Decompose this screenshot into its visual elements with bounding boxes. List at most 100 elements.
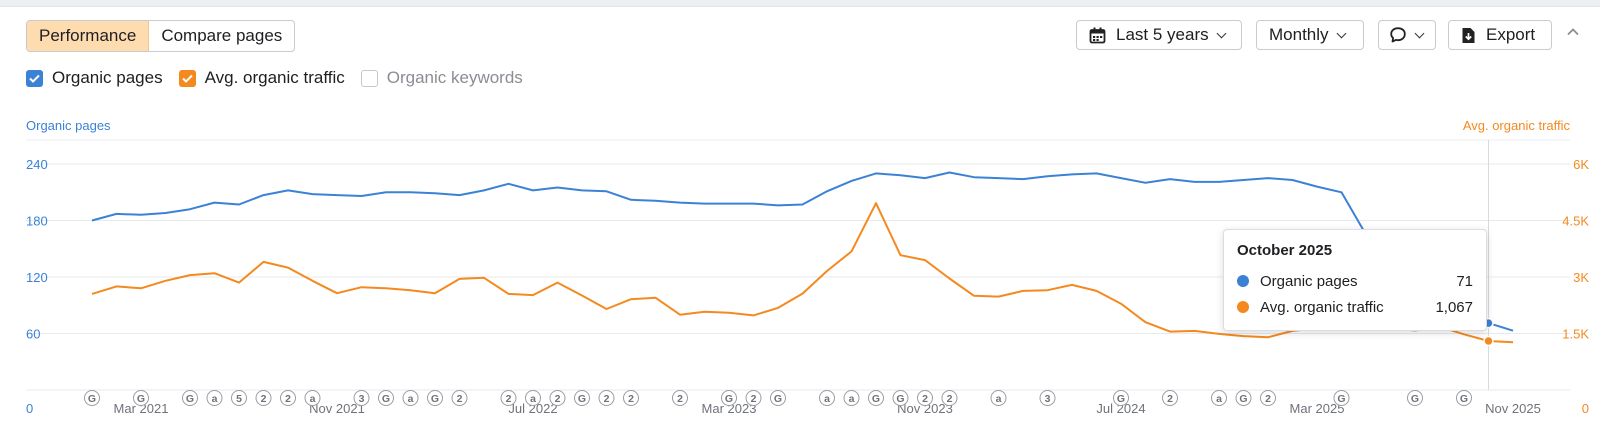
annotation-label: G (725, 393, 733, 405)
annotation-label: 2 (1167, 393, 1173, 405)
annotation-marker (255, 390, 272, 406)
tab-compare-pages[interactable]: Compare pages (161, 26, 283, 45)
tooltip-row-avg-organic-traffic: Avg. organic traffic 1,067 (1237, 294, 1473, 320)
annotation-marker (1235, 390, 1252, 406)
checkbox-checked-icon (178, 69, 196, 87)
annotation-marker (133, 390, 149, 406)
annotation-marker (1407, 390, 1423, 406)
annotation-marker (280, 390, 296, 406)
annotation-label: G (1239, 393, 1247, 405)
legend-label: Avg. organic traffic (204, 68, 345, 87)
download-icon (1461, 27, 1476, 44)
annotation-label: 2 (677, 393, 683, 405)
annotation-marker (1456, 390, 1472, 406)
annotation-label: G (1411, 393, 1419, 405)
annotation-label: G (88, 393, 96, 405)
annotation-label: G (382, 393, 390, 405)
export-button[interactable]: Export (1448, 20, 1552, 50)
x-axis-tick: Nov 2023 (897, 401, 953, 416)
legend-organic-keywords[interactable]: Organic keywords (360, 68, 523, 88)
annotation-marker (451, 390, 468, 406)
annotation-label: a (530, 393, 536, 405)
right-axis-tick: 0 (1582, 401, 1589, 416)
interval-label: Monthly (1269, 25, 1329, 44)
annotation-marker (868, 390, 884, 406)
left-axis-tick: 0 (26, 401, 33, 416)
period-label: Last 5 years (1116, 25, 1209, 44)
comment-icon (1389, 26, 1407, 44)
x-axis-tick: Jul 2022 (508, 401, 557, 416)
checkbox-unchecked-icon (360, 69, 378, 87)
annotation-label: 3 (1045, 393, 1051, 405)
x-axis-tick: Jul 2024 (1096, 401, 1145, 416)
annotation-label: G (186, 393, 194, 405)
tooltip-label: Avg. organic traffic (1260, 298, 1384, 316)
period-dropdown[interactable]: Last 5 years (1076, 20, 1242, 50)
annotation-marker (598, 390, 615, 406)
tooltip-value: 1,067 (1435, 298, 1473, 316)
right-axis-tick: 6K (1573, 157, 1589, 172)
right-axis-tick: 4.5K (1562, 214, 1589, 229)
annotation-marker (990, 390, 1007, 406)
chart-tooltip: October 2025 Organic pages 71 Avg. organ… (1223, 229, 1487, 331)
tooltip-label: Organic pages (1260, 272, 1358, 290)
left-axis-tick: 180 (26, 214, 48, 229)
annotation-label: G (1460, 393, 1468, 405)
annotation-marker (1211, 390, 1227, 406)
x-axis-tick: Mar 2021 (114, 401, 169, 416)
annotation-marker (1260, 390, 1276, 406)
toolbar: Performance Compare pages Last 5 years M… (26, 20, 1579, 52)
annotation-marker (549, 390, 566, 406)
legend-organic-pages[interactable]: Organic pages (26, 68, 163, 88)
annotation-label: a (996, 393, 1002, 405)
annotation-label: G (137, 393, 145, 405)
annotation-marker (672, 390, 688, 406)
legend-label: Organic pages (52, 68, 163, 87)
left-axis-title: Organic pages (26, 118, 111, 133)
performance-card: Performance Compare pages Last 5 years M… (0, 6, 1600, 440)
export-label: Export (1486, 25, 1536, 44)
annotation-marker (206, 390, 223, 406)
annotation-label: G (872, 393, 880, 405)
right-axis-title: Avg. organic traffic (1462, 118, 1570, 133)
comments-dropdown[interactable] (1378, 20, 1436, 50)
right-axis-tick: 3K (1573, 270, 1589, 285)
series-line (91, 202, 1514, 344)
annotation-label: G (774, 393, 782, 405)
legend-avg-organic-traffic[interactable]: Avg. organic traffic (178, 68, 345, 88)
annotation-marker (1333, 390, 1350, 406)
annotation-marker (427, 390, 443, 406)
interval-dropdown[interactable]: Monthly (1256, 20, 1364, 50)
view-switcher: Performance Compare pages (26, 20, 296, 52)
tooltip-row-organic-pages: Organic pages 71 (1237, 268, 1473, 294)
annotation-label: 2 (457, 393, 463, 405)
annotation-label: 2 (555, 393, 561, 405)
annotation-label: 2 (604, 393, 610, 405)
annotation-label: G (578, 393, 586, 405)
tooltip-title: October 2025 (1237, 242, 1333, 259)
x-axis-tick: Nov 2021 (309, 401, 365, 416)
series-dot (1237, 301, 1249, 313)
annotation-marker (770, 390, 786, 406)
annotation-label: a (212, 393, 218, 405)
annotation-marker (231, 390, 247, 406)
series-line (91, 171, 1514, 332)
tab-performance[interactable]: Performance (27, 21, 150, 51)
annotation-marker (745, 390, 762, 406)
x-axis-tick: Nov 2025 (1485, 401, 1541, 416)
chevron-up-icon[interactable] (1566, 25, 1580, 44)
x-axis-tick: Mar 2025 (1290, 401, 1345, 416)
annotation-marker (892, 390, 909, 406)
annotation-marker (84, 390, 100, 406)
performance-chart: 0 60 120 180 240 0 1.5K 3K 4.5K 6K Mar 2021 Nov 202… (26, 139, 1589, 416)
series-legend: Organic pages Avg. organic traffic Organ… (26, 68, 539, 88)
annotation-label: 5 (236, 393, 242, 405)
annotation-marker (1113, 390, 1129, 406)
right-axis-tick: 1.5K (1562, 327, 1589, 342)
calendar-icon (1089, 27, 1106, 44)
annotation-marker (402, 390, 419, 406)
left-axis-tick: 240 (26, 157, 48, 172)
annotation-label: 2 (947, 393, 953, 405)
annotation-marker (353, 390, 370, 406)
annotation-marker (917, 390, 933, 406)
